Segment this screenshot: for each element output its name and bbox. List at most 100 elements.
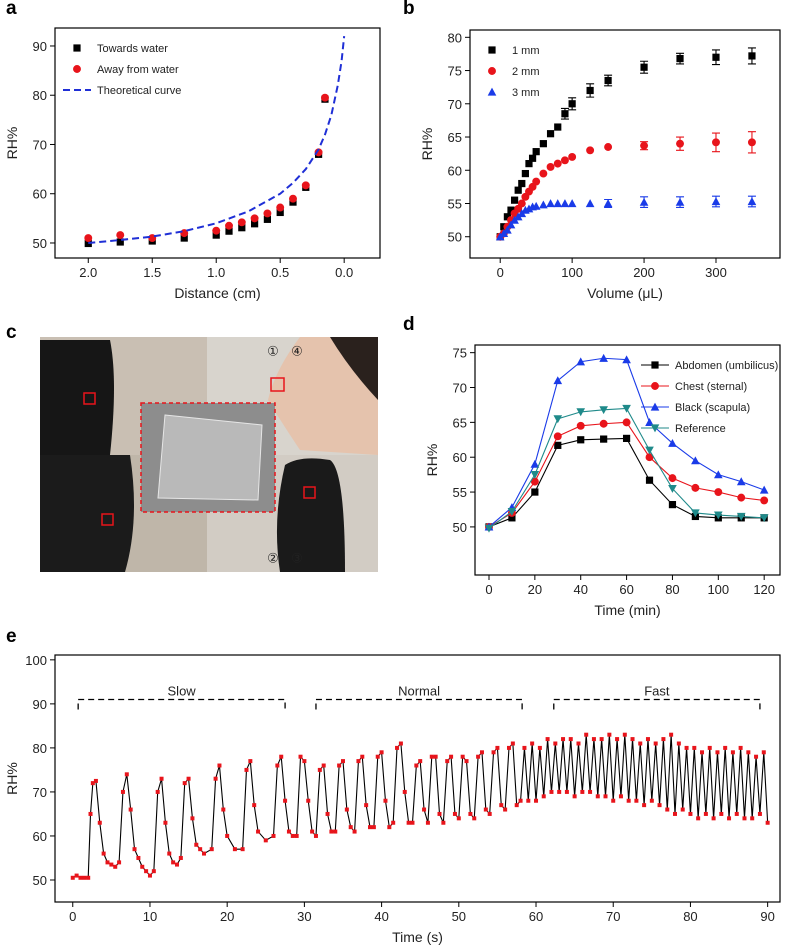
marker (73, 65, 81, 73)
chart-panel: d 0 20 40 60 80 100 120 50 55 60 65 70 75 Time (min) RH… (403, 314, 781, 618)
marker (586, 86, 594, 95)
marker (554, 441, 562, 449)
marker (301, 181, 310, 190)
marker (754, 754, 759, 759)
marker (534, 798, 539, 803)
marker (553, 376, 563, 385)
marker (479, 750, 484, 755)
marker (692, 745, 697, 750)
sensor-box (83, 392, 96, 405)
x-tick-label: 0 (69, 909, 76, 924)
marker (132, 847, 137, 852)
x-tick-label: 120 (753, 582, 775, 597)
marker (90, 781, 95, 786)
y-axis-label: RH% (4, 127, 20, 160)
marker (364, 803, 369, 808)
marker (639, 197, 649, 206)
marker (518, 798, 523, 803)
marker (387, 825, 392, 830)
marker (93, 778, 98, 783)
marker (313, 833, 318, 838)
marker (495, 745, 500, 750)
marker (572, 794, 577, 799)
marker (549, 789, 554, 794)
marker (691, 509, 700, 518)
marker (568, 153, 577, 161)
marker (657, 803, 662, 808)
marker (576, 357, 586, 366)
marker (640, 63, 648, 71)
marker (539, 200, 548, 209)
marker (580, 789, 585, 794)
marker (163, 820, 168, 825)
marker (306, 798, 311, 803)
hair (330, 337, 378, 400)
marker (737, 493, 746, 502)
y-tick-label: 70 (33, 137, 47, 152)
y-tick-label: 90 (33, 697, 47, 712)
marker (630, 737, 635, 742)
marker (514, 186, 522, 194)
shirt (40, 340, 114, 455)
marker (402, 789, 407, 794)
y-tick-label: 60 (448, 163, 462, 178)
y-tick-label: 75 (453, 346, 467, 361)
marker (554, 123, 562, 131)
marker (638, 741, 643, 746)
marker (640, 141, 649, 150)
marker (325, 811, 330, 816)
marker (700, 750, 705, 755)
marker (487, 87, 497, 96)
marker (553, 432, 562, 441)
marker (418, 759, 423, 764)
marker (212, 226, 221, 235)
marker (524, 204, 534, 213)
y-tick-label: 70 (448, 97, 462, 112)
marker (730, 750, 735, 755)
marker (286, 829, 291, 834)
marker (588, 789, 593, 794)
chart-panel: b 0 100 200 300 50 55 60 65 70 75 80 Volume (μL) RH% 1… (403, 0, 781, 301)
marker (74, 873, 79, 878)
marker (585, 199, 595, 208)
y-axis-label: RH% (424, 444, 440, 477)
x-tick-label: 40 (374, 909, 388, 924)
marker (468, 811, 473, 816)
marker (561, 110, 569, 118)
marker (460, 754, 465, 759)
marker (441, 820, 446, 825)
marker (713, 470, 723, 479)
photo-label: ④ (291, 343, 303, 358)
marker (488, 46, 496, 54)
marker (530, 741, 535, 746)
chart-panel: e 0 10 20 30 40 50 60 70 80 90 50 60 70 80 90 100 Time (s… (4, 626, 781, 945)
photo-label: ② (267, 550, 279, 565)
marker (410, 820, 415, 825)
marker (276, 203, 285, 212)
marker (530, 471, 540, 479)
marker (452, 811, 457, 816)
marker (696, 816, 701, 821)
marker (603, 794, 608, 799)
marker (116, 231, 125, 240)
marker (506, 220, 516, 229)
marker (487, 811, 492, 816)
marker (73, 44, 81, 52)
y-tick-label: 70 (33, 785, 47, 800)
marker (271, 833, 276, 838)
x-axis-label: Volume (μL) (587, 285, 663, 301)
marker (84, 239, 92, 248)
marker (668, 501, 677, 509)
marker (703, 811, 708, 816)
x-axis-label: Time (s) (392, 929, 443, 945)
marker (414, 763, 419, 768)
marker (530, 477, 539, 486)
series-line (72, 734, 769, 879)
marker (433, 754, 438, 759)
marker (190, 816, 195, 821)
marker (225, 221, 233, 230)
marker (672, 811, 677, 816)
y-tick-label: 80 (33, 88, 47, 103)
y-tick-label: 100 (25, 653, 47, 668)
marker (456, 816, 461, 821)
